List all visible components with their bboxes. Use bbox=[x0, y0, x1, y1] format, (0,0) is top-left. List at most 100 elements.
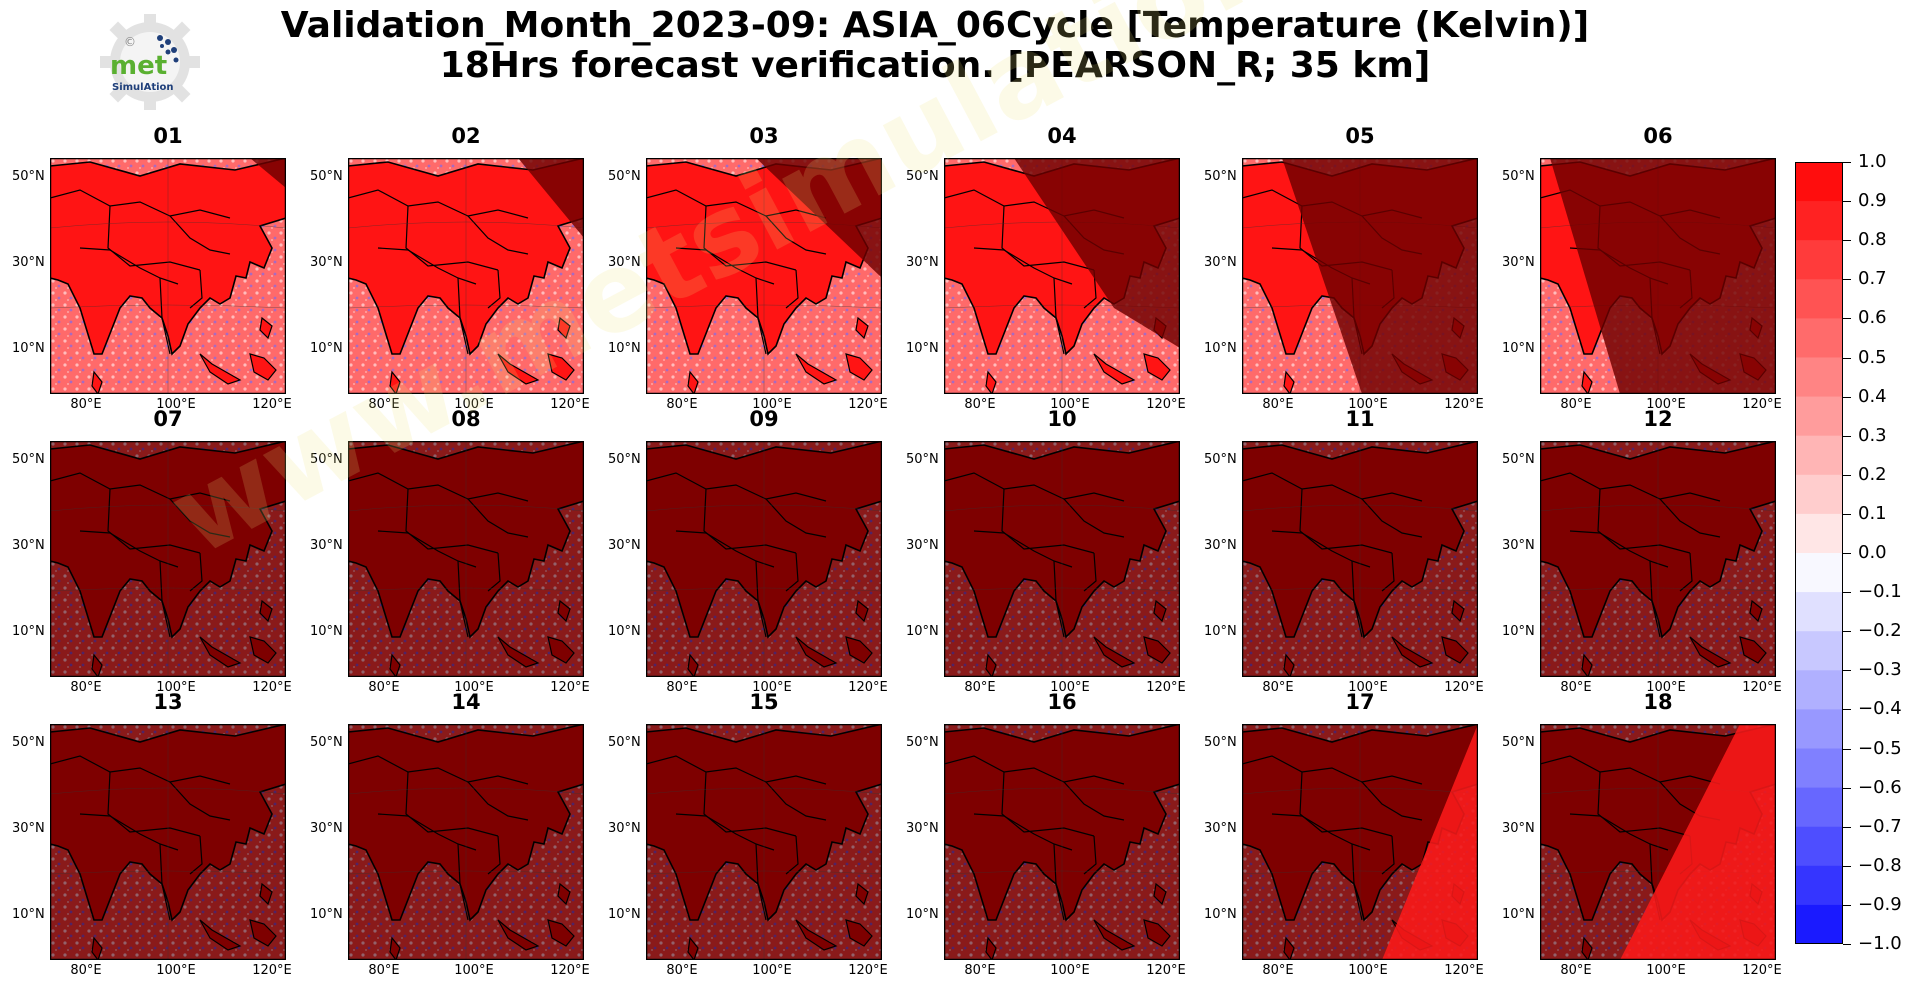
country-border bbox=[107, 205, 201, 271]
island bbox=[1739, 636, 1767, 664]
country-border bbox=[1351, 843, 1363, 921]
island bbox=[795, 636, 838, 668]
country-border bbox=[50, 472, 231, 502]
colorbar-tick bbox=[1843, 865, 1851, 867]
map-panel: 14 50°N 30°N 10°N 80°E 100°E 120°E bbox=[310, 690, 590, 978]
panel-title: 12 bbox=[1643, 407, 1673, 431]
panel-title: 07 bbox=[153, 407, 183, 431]
colorbar-segment bbox=[1795, 709, 1843, 749]
coastline bbox=[1242, 441, 1478, 639]
island bbox=[497, 636, 540, 668]
colorbar-tick-label: 0.9 bbox=[1858, 190, 1887, 212]
colorbar-segment bbox=[1795, 201, 1843, 241]
lon-tick-label: 80°E bbox=[368, 397, 400, 412]
lat-tick-label: 30°N bbox=[310, 538, 343, 553]
colorbar-tick bbox=[1843, 474, 1851, 476]
colorbar-tick bbox=[1843, 670, 1851, 672]
colorbar-tick bbox=[1843, 240, 1851, 242]
island bbox=[199, 636, 242, 668]
colorbar-segment bbox=[1795, 904, 1843, 944]
map-frame bbox=[1540, 724, 1776, 960]
country-border bbox=[973, 247, 1073, 285]
lon-tick-label: 80°E bbox=[1560, 963, 1592, 978]
colorbar-segment bbox=[1795, 240, 1843, 280]
colorbar-tick-label: −0.3 bbox=[1858, 659, 1902, 681]
country-border bbox=[755, 277, 767, 355]
lat-tick-label: 30°N bbox=[906, 538, 939, 553]
country-border bbox=[765, 215, 827, 255]
country-border bbox=[50, 755, 231, 785]
map-panel: 01 50°N 30°N 10°N 80°E 100°E 120°E bbox=[12, 124, 292, 412]
lon-tick-label: 80°E bbox=[1560, 397, 1592, 412]
map-frame bbox=[646, 158, 882, 394]
colorbar-tick bbox=[1843, 396, 1851, 398]
lon-tick-label: 80°E bbox=[368, 963, 400, 978]
lon-tick-label: 100°E bbox=[1646, 963, 1686, 978]
coastline bbox=[1242, 724, 1478, 922]
country-border bbox=[944, 755, 1125, 785]
island bbox=[687, 653, 699, 677]
island bbox=[557, 882, 571, 906]
coastline bbox=[50, 158, 286, 356]
lat-tick-label: 10°N bbox=[608, 341, 641, 356]
colorbar-segment bbox=[1795, 279, 1843, 319]
map-plot bbox=[646, 158, 882, 394]
island bbox=[199, 919, 242, 951]
island bbox=[1093, 919, 1136, 951]
country-border bbox=[1063, 781, 1125, 821]
lon-tick-label: 120°E bbox=[1146, 963, 1186, 978]
island bbox=[1143, 353, 1171, 381]
country-border bbox=[348, 472, 529, 502]
metsimulation-logo: © met SimulAtion bbox=[96, 10, 204, 114]
colorbar-tick-label: 0.8 bbox=[1858, 229, 1887, 251]
country-border bbox=[159, 560, 171, 638]
country-border bbox=[1001, 205, 1095, 271]
country-border bbox=[1053, 843, 1065, 921]
terminator-region bbox=[518, 158, 584, 238]
island bbox=[259, 882, 273, 906]
island bbox=[1283, 370, 1295, 394]
country-border bbox=[646, 472, 827, 502]
colorbar-tick-label: −1.0 bbox=[1858, 933, 1902, 954]
logo-text: met bbox=[110, 51, 167, 81]
lat-tick-label: 10°N bbox=[12, 341, 45, 356]
lon-tick-label: 120°E bbox=[252, 397, 292, 412]
country-border bbox=[1540, 755, 1721, 785]
coastline bbox=[50, 724, 286, 922]
coastline bbox=[944, 158, 1180, 356]
lon-tick-label: 80°E bbox=[964, 963, 996, 978]
lon-tick-label: 100°E bbox=[1348, 963, 1388, 978]
figure-title: Validation_Month_2023-09: ASIA_06Cycle [… bbox=[240, 6, 1630, 86]
island bbox=[855, 316, 869, 340]
colorbar-tick bbox=[1843, 318, 1851, 320]
map-plot bbox=[50, 441, 286, 677]
map-frame bbox=[646, 724, 882, 960]
lat-tick-label: 30°N bbox=[1204, 255, 1237, 270]
country-border bbox=[487, 269, 501, 309]
colorbar-tick bbox=[1843, 904, 1851, 906]
lon-tick-label: 120°E bbox=[550, 680, 590, 695]
colorbar-segment bbox=[1795, 592, 1843, 632]
coastline bbox=[646, 724, 882, 922]
map-frame bbox=[50, 724, 286, 960]
lat-tick-label: 30°N bbox=[310, 255, 343, 270]
lat-tick-label: 50°N bbox=[608, 169, 641, 184]
lon-tick-label: 80°E bbox=[666, 680, 698, 695]
island bbox=[199, 353, 242, 385]
colorbar-tick-label: −0.5 bbox=[1858, 737, 1902, 759]
lon-tick-label: 80°E bbox=[666, 963, 698, 978]
country-border bbox=[50, 189, 231, 219]
country-border bbox=[348, 189, 529, 219]
map-frame bbox=[944, 441, 1180, 677]
colorbar bbox=[1795, 162, 1843, 944]
colorbar-segment bbox=[1795, 318, 1843, 358]
country-border bbox=[1001, 488, 1095, 554]
lat-tick-label: 10°N bbox=[310, 624, 343, 639]
colorbar-tick-label: 0.7 bbox=[1858, 268, 1887, 290]
island bbox=[1749, 599, 1763, 623]
lon-tick-label: 100°E bbox=[1050, 963, 1090, 978]
island bbox=[249, 636, 277, 664]
lat-tick-label: 50°N bbox=[1502, 452, 1535, 467]
country-border bbox=[765, 498, 827, 538]
lat-tick-label: 30°N bbox=[1502, 821, 1535, 836]
